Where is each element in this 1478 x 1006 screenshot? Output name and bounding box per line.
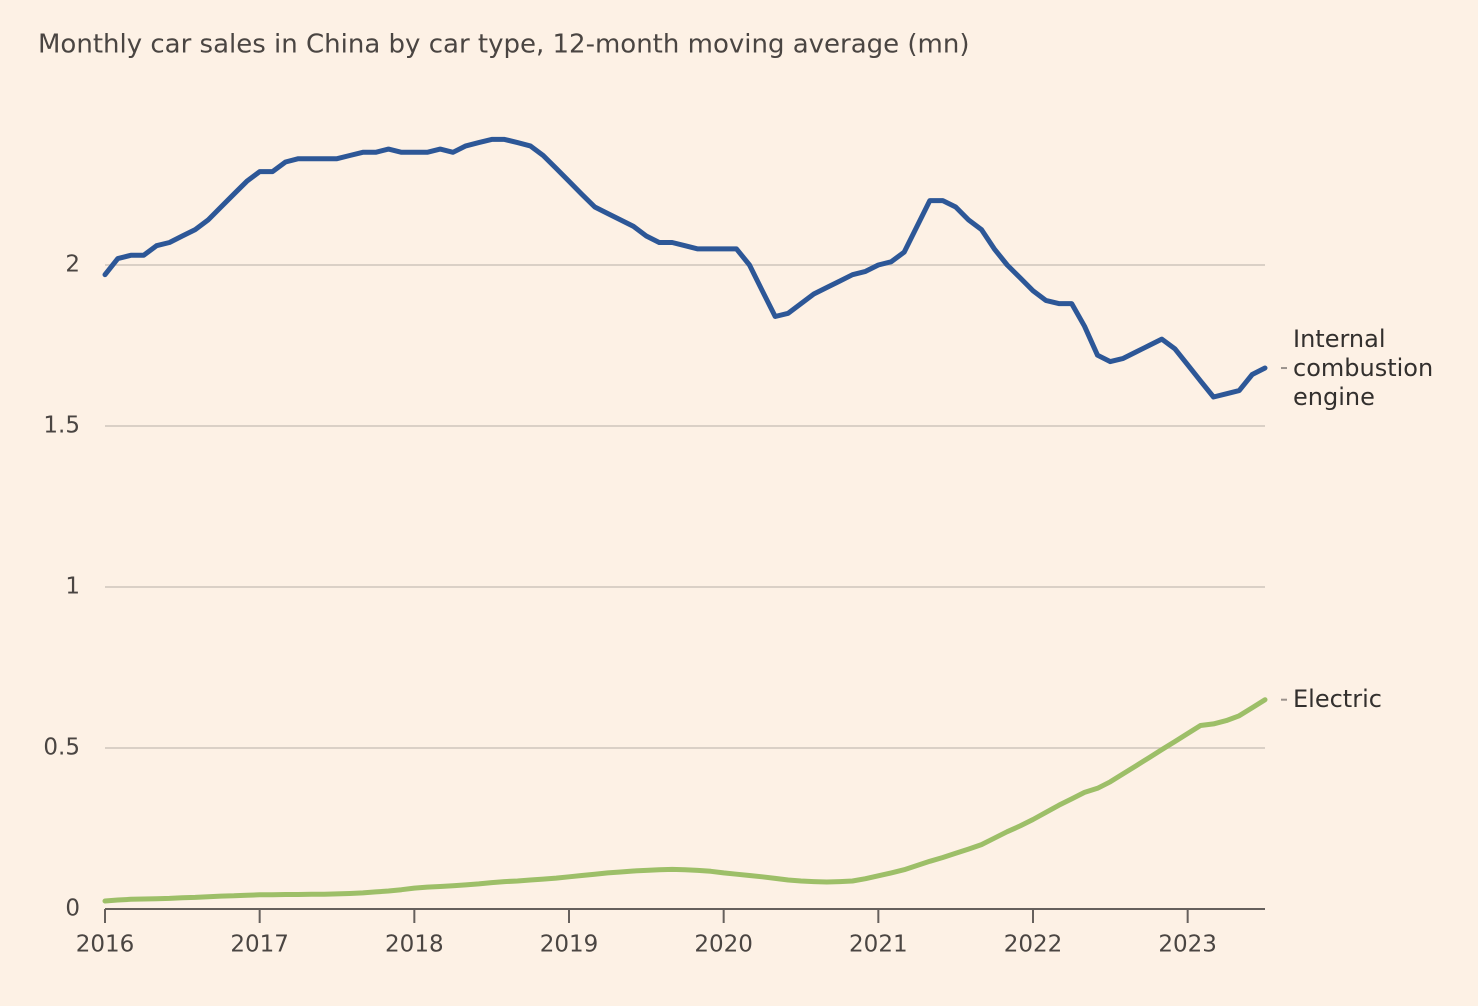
x-tick-label: 2019	[540, 932, 599, 958]
x-tick-label: 2021	[849, 932, 908, 958]
y-tick-label: 1.5	[43, 413, 80, 439]
y-tick-label: 2	[65, 252, 80, 278]
series-line	[102, 136, 1268, 400]
x-tick-label: 2018	[385, 932, 444, 958]
y-tick-label: 0.5	[43, 735, 80, 761]
series-label: Internal combustion engine	[1293, 324, 1434, 411]
x-tick-label: 2016	[76, 932, 135, 958]
x-tick-label: 2023	[1158, 932, 1217, 958]
x-tick-label: 2022	[1004, 932, 1063, 958]
x-tick-label: 2020	[694, 932, 753, 958]
x-tick-label: 2017	[230, 932, 289, 958]
series-line	[102, 697, 1268, 904]
y-tick-label: 0	[65, 896, 80, 922]
y-tick-label: 1	[65, 574, 80, 600]
series-label: Electric	[1293, 685, 1382, 714]
chart-title: Monthly car sales in China by car type, …	[38, 30, 970, 60]
